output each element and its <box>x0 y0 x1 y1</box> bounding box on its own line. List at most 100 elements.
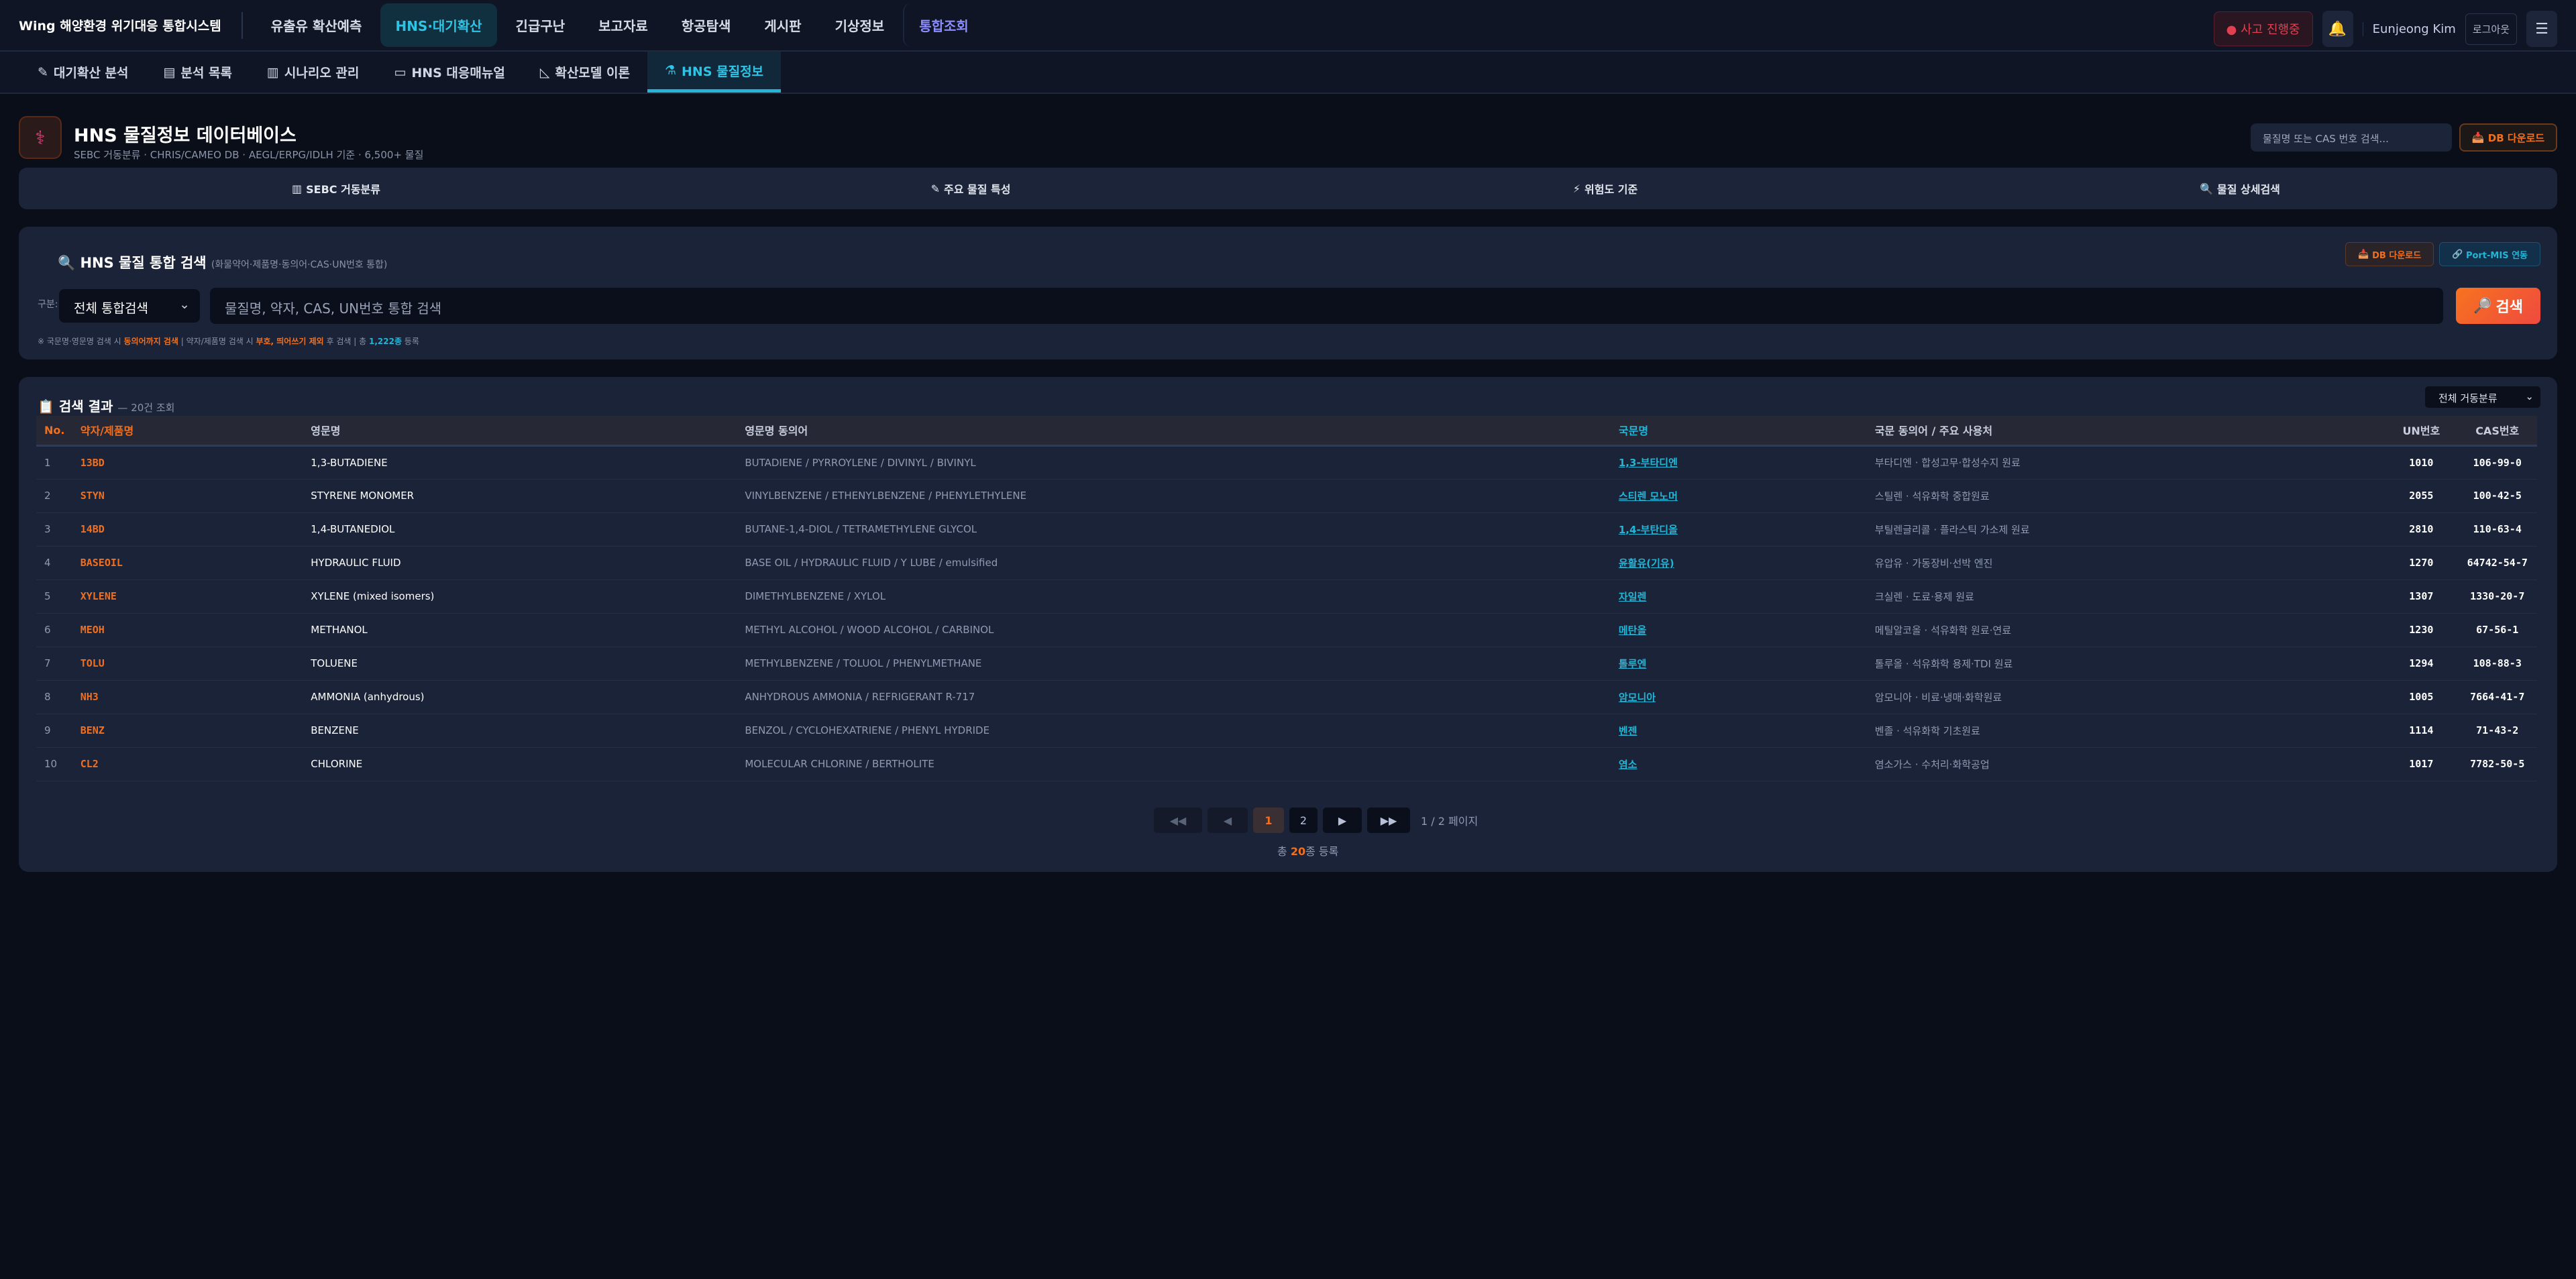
first-page-button[interactable]: ◀◀ <box>1154 808 1202 833</box>
portmis-link-button[interactable]: 🔗 Port-MIS 연동 <box>2439 242 2540 266</box>
korean-name-link-text[interactable]: 염소 <box>1618 758 1638 771</box>
english-name: HYDRAULIC FLUID <box>303 546 737 580</box>
korean-name-link[interactable]: 1,3-부타디엔 <box>1610 445 1867 480</box>
tab-icon: ▥ <box>266 64 279 80</box>
search-hint: ※ 국문명·영문명 검색 시 동의어까지 검색 | 약자/제품명 검색 시 부호… <box>38 337 419 346</box>
subnav-tab-0[interactable]: ✎ 대기확산 분석 <box>20 52 146 93</box>
korean-name-link-text[interactable]: 암모니아 <box>1618 691 1656 704</box>
table-row[interactable]: 7 TOLU TOLUENE METHYLBENZENE / TOLUOL / PHE… <box>36 647 2537 681</box>
korean-name-link-text[interactable]: 톨루엔 <box>1618 657 1647 670</box>
un-number-text: 1307 <box>2409 590 2434 602</box>
table-row[interactable]: 6 MEOH METHANOL METHYL ALCOHOL / WOOD ALCOH… <box>36 613 2537 647</box>
incident-alert-badge[interactable]: ● 사고 진행중 <box>2213 11 2313 46</box>
table-row[interactable]: 10 CL2 CHLORINE MOLECULAR CHLORINE / BERTHO… <box>36 747 2537 781</box>
column-header[interactable]: 국문 동의어 / 주요 사용처 <box>1866 416 2385 447</box>
table-row[interactable]: 5 XYLENE XYLENE (mixed isomers) DIMETHYLBEN… <box>36 579 2537 614</box>
korean-usage: 부틸렌글리콜 · 플라스틱 가소제 원료 <box>1866 512 2385 547</box>
feature-tabs: ▥ SEBC 거동분류 ✎ 주요 물질 특성 ⚡ 위험도 기준 🔍 물질 상세검색 <box>19 168 2557 209</box>
korean-name-link-text[interactable]: 윤활유(기유) <box>1618 557 1674 569</box>
results-panel: 📋 검색 결과 — 20건 조회 전체 거동분류 ⌄ No. 약자/제품명 영문명 영문… <box>19 377 2557 872</box>
nav-item-6[interactable]: 기상정보 <box>835 18 885 34</box>
hamburger-icon[interactable]: ☰ <box>2526 11 2557 47</box>
korean-name-link-text[interactable]: 자일렌 <box>1618 590 1647 603</box>
nav-item-1[interactable]: HNS·대기확산 <box>380 3 497 47</box>
column-header[interactable]: 영문명 동의어 <box>737 416 1611 447</box>
abbreviation: BENZ <box>72 714 303 748</box>
page-button-2[interactable]: 2 <box>1289 808 1318 833</box>
korean-name-link[interactable]: 암모니아 <box>1610 680 1867 714</box>
subnav-tab-1[interactable]: ▤ 분석 목록 <box>146 52 250 93</box>
table-row[interactable]: 8 NH3 AMMONIA (anhydrous) ANHYDROUS AMMONIA… <box>36 680 2537 714</box>
row-number: 9 <box>36 714 72 748</box>
page-button-1[interactable]: 1 <box>1253 808 1284 833</box>
subnav-tab-4[interactable]: ◺ 확산모델 이론 <box>523 52 647 93</box>
korean-name-link[interactable]: 스티렌 모노머 <box>1610 479 1867 513</box>
behavior-filter-select[interactable]: 전체 거동분류 ⌄ <box>2425 386 2540 408</box>
english-synonyms: BUTADIENE / PYRROYLENE / DIVINYL / BIVIN… <box>737 445 1611 480</box>
korean-name-link-text[interactable]: 스티렌 모노머 <box>1618 490 1678 502</box>
column-header[interactable]: 영문명 <box>303 416 737 447</box>
korean-usage-text: 스틸렌 · 석유화학 중합원료 <box>1874 490 1990 502</box>
nav-item-5[interactable]: 게시판 <box>764 18 802 34</box>
korean-usage-text: 유압유 · 가동장비·선박 엔진 <box>1874 557 1993 569</box>
un-number-text: 1114 <box>2409 724 2434 736</box>
subnav-tab-5[interactable]: ⚗ HNS 물질정보 <box>647 52 782 93</box>
korean-name-link[interactable]: 1,4-부탄디올 <box>1610 512 1867 547</box>
cas-number: 67-56-1 <box>2457 613 2537 647</box>
korean-name-link-text[interactable]: 1,3-부타디엔 <box>1618 457 1678 469</box>
cas-number-text: 7664-41-7 <box>2470 691 2525 703</box>
column-header[interactable]: No. <box>36 416 72 447</box>
nav-item-3[interactable]: 보고자료 <box>598 18 648 34</box>
feature-tab-2[interactable]: ⚡ 위험도 기준 <box>1288 168 1923 209</box>
nav-item-4[interactable]: 항공탐색 <box>681 18 731 34</box>
nav-item-0[interactable]: 유출유 확산예측 <box>270 18 362 34</box>
app-logo[interactable]: Wing 해양환경 위기대응 통합시스템 <box>19 11 243 39</box>
page-header: ⚕ HNS 물질정보 데이터베이스 SEBC 거동분류 · CHRIS/CAME… <box>0 94 2576 168</box>
category-select[interactable]: 전체 통합검색 ⌄ <box>59 289 200 323</box>
nav-item-2[interactable]: 긴급구난 <box>515 18 566 34</box>
tab-label: 대기확산 분석 <box>53 66 129 80</box>
last-page-button[interactable]: ▶▶ <box>1367 808 1410 833</box>
feature-tab-1[interactable]: ✎ 주요 물질 특성 <box>653 168 1288 209</box>
english-synonyms: VINYLBENZENE / ETHENYLBENZENE / PHENYLET… <box>737 479 1611 513</box>
table-row[interactable]: 9 BENZ BENZENE BENZOL / CYCLOHEXATRIENE / P… <box>36 714 2537 748</box>
table-row[interactable]: 4 BASEOIL HYDRAULIC FLUID BASE OIL / HYDRAU… <box>36 546 2537 580</box>
korean-name-link-text[interactable]: 1,4-부탄디올 <box>1618 523 1678 536</box>
subnav-tab-2[interactable]: ▥ 시나리오 관리 <box>250 52 376 93</box>
column-header[interactable]: 약자/제품명 <box>72 416 303 447</box>
korean-name-link[interactable]: 벤젠 <box>1610 714 1867 748</box>
logout-button[interactable]: 로그아웃 <box>2465 13 2517 45</box>
table-row[interactable]: 1 13BD 1,3-BUTADIENE BUTADIENE / PYRROYLENE… <box>36 445 2537 480</box>
column-header[interactable]: CAS번호 <box>2457 416 2537 447</box>
table-row[interactable]: 3 14BD 1,4-BUTANEDIOL BUTANE-1,4-DIOL / TET… <box>36 512 2537 547</box>
korean-name-link[interactable]: 윤활유(기유) <box>1610 546 1867 580</box>
clipboard-icon: 📋 <box>38 398 59 414</box>
korean-usage: 염소가스 · 수처리·화학공업 <box>1866 747 2385 781</box>
nav-item-7[interactable]: 통합조회 <box>903 3 983 47</box>
korean-name-link-text[interactable]: 벤젠 <box>1618 724 1638 737</box>
db-download-button[interactable]: 📥 DB 다운로드 <box>2459 123 2557 152</box>
korean-name-link-text[interactable]: 메탄올 <box>1618 624 1647 636</box>
korean-name-link[interactable]: 자일렌 <box>1610 579 1867 614</box>
bell-icon[interactable]: 🔔 <box>2322 11 2353 47</box>
search-db-download-button[interactable]: 📥 DB 다운로드 <box>2345 242 2434 266</box>
english-name-text: XYLENE (mixed isomers) <box>311 590 435 602</box>
feature-tab-3[interactable]: 🔍 물질 상세검색 <box>1923 168 2557 209</box>
korean-name-link[interactable]: 메탄올 <box>1610 613 1867 647</box>
search-button[interactable]: 🔎 검색 <box>2456 288 2540 324</box>
un-number-text: 2055 <box>2409 490 2434 502</box>
cas-number: 7782-50-5 <box>2457 747 2537 781</box>
prev-page-button[interactable]: ◀ <box>1208 808 1248 833</box>
next-page-button[interactable]: ▶ <box>1323 808 1362 833</box>
korean-name-link[interactable]: 염소 <box>1610 747 1867 781</box>
subnav-tab-3[interactable]: ▭ HNS 대응매뉴얼 <box>376 52 522 93</box>
quick-search-input[interactable]: 물질명 또는 CAS 번호 검색... <box>2251 123 2452 152</box>
column-header[interactable]: UN번호 <box>2385 416 2458 447</box>
un-number: 1114 <box>2385 714 2458 748</box>
feature-tab-0[interactable]: ▥ SEBC 거동분류 <box>19 168 653 209</box>
korean-name-link[interactable]: 톨루엔 <box>1610 647 1867 681</box>
search-title: 🔍 HNS 물질 통합 검색 (화물약어·제품명·동의어·CAS·UN번호 통합… <box>58 255 388 271</box>
column-header[interactable]: 국문명 <box>1610 416 1867 447</box>
search-input[interactable]: 물질명, 약자, CAS, UN번호 통합 검색 <box>210 288 2443 324</box>
table-row[interactable]: 2 STYN STYRENE MONOMER VINYLBENZENE / ETHEN… <box>36 479 2537 513</box>
